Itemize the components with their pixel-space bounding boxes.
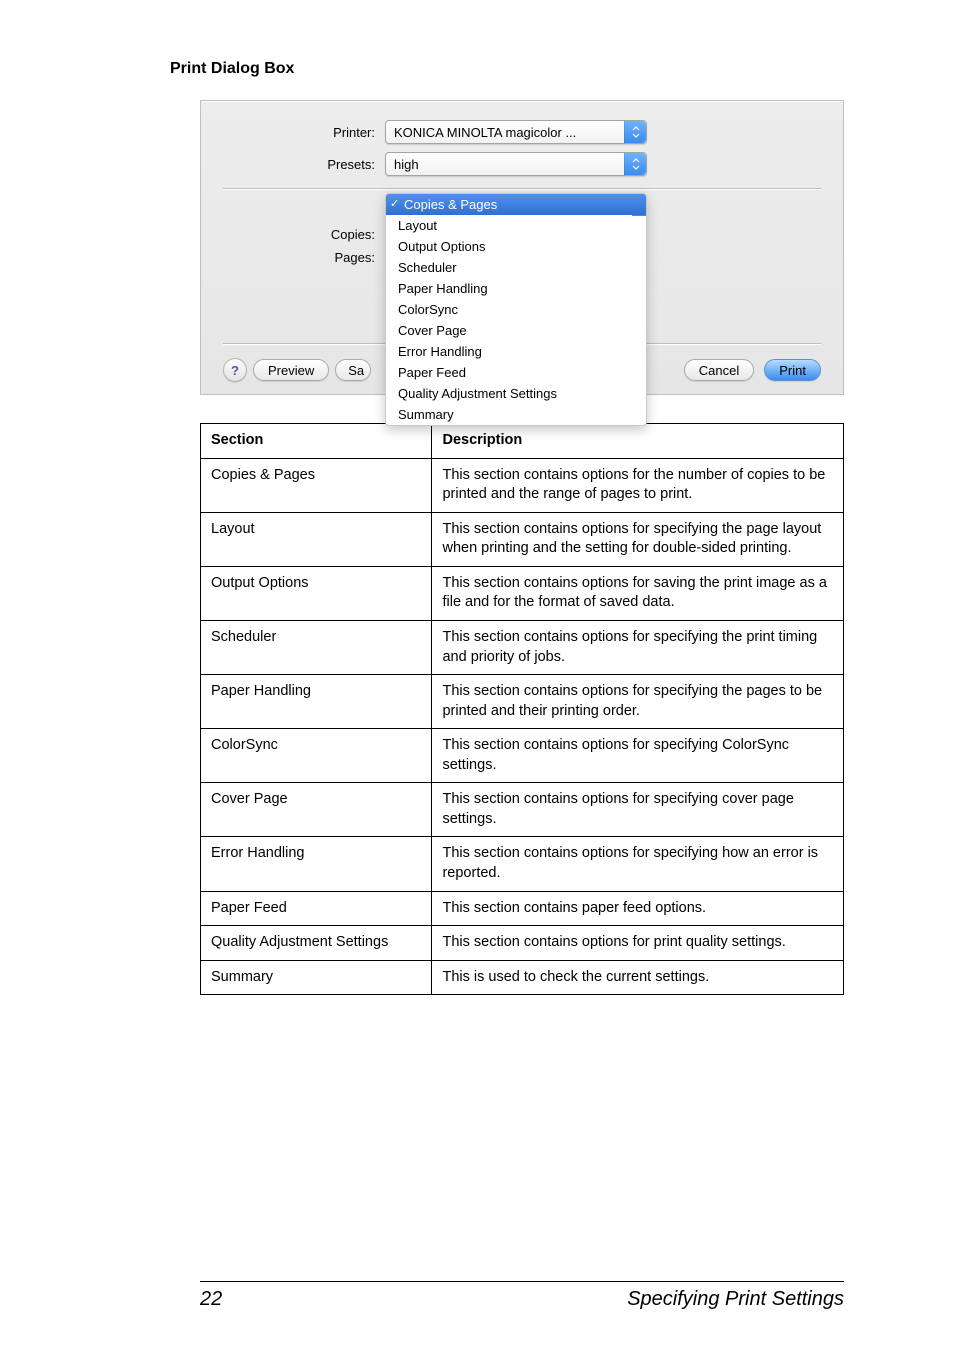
table-row: Error HandlingThis section contains opti… [201,837,844,891]
caret-icon [624,153,646,175]
print-dialog-screenshot: Printer: KONICA MINOLTA magicolor ... Pr… [200,100,844,395]
menu-item[interactable]: Output Options [386,236,646,257]
menu-item[interactable]: Error Handling [386,341,646,362]
preview-button[interactable]: Preview [253,359,329,381]
printer-label: Printer: [201,125,385,140]
table-row: Quality Adjustment SettingsThis section … [201,926,844,961]
menu-item[interactable]: Layout [386,215,646,236]
table-row: SummaryThis is used to check the current… [201,960,844,995]
presets-select[interactable]: high [385,152,647,176]
presets-label: Presets: [201,157,385,172]
copies-label: Copies: [201,223,375,246]
menu-item[interactable]: Quality Adjustment Settings [386,383,646,404]
table-header: Description [432,424,844,459]
page-number: 22 [200,1288,222,1311]
menu-item[interactable]: Summary [386,404,646,425]
table-row: Paper FeedThis section contains paper fe… [201,891,844,926]
menu-item[interactable]: Scheduler [386,257,646,278]
print-button[interactable]: Print [764,359,821,381]
menu-item[interactable]: ColorSync [386,299,646,320]
table-row: ColorSyncThis section contains options f… [201,729,844,783]
presets-value: high [394,157,419,172]
pages-label: Pages: [201,246,375,269]
menu-item[interactable]: Paper Feed [386,362,646,383]
menu-item-selected[interactable]: Copies & Pages [386,194,646,215]
page-footer: 22 Specifying Print Settings [0,1281,954,1311]
table-row: LayoutThis section contains options for … [201,512,844,566]
section-description-table: Section Description Copies & PagesThis s… [200,423,844,995]
table-row: Output OptionsThis section contains opti… [201,566,844,620]
caret-icon [624,121,646,143]
panel-menu[interactable]: Copies & Pages Layout Output Options Sch… [385,193,647,426]
cancel-button[interactable]: Cancel [684,359,754,381]
table-row: Copies & PagesThis section contains opti… [201,458,844,512]
printer-select[interactable]: KONICA MINOLTA magicolor ... [385,120,647,144]
menu-item[interactable]: Paper Handling [386,278,646,299]
printer-value: KONICA MINOLTA magicolor ... [394,125,576,140]
table-row: SchedulerThis section contains options f… [201,620,844,674]
section-heading: Print Dialog Box [170,60,844,78]
save-button[interactable]: Sa [335,359,371,381]
footer-title: Specifying Print Settings [627,1288,844,1311]
table-header: Section [201,424,432,459]
menu-item[interactable]: Cover Page [386,320,646,341]
help-button[interactable]: ? [223,358,247,382]
table-row: Paper HandlingThis section contains opti… [201,675,844,729]
table-row: Cover PageThis section contains options … [201,783,844,837]
